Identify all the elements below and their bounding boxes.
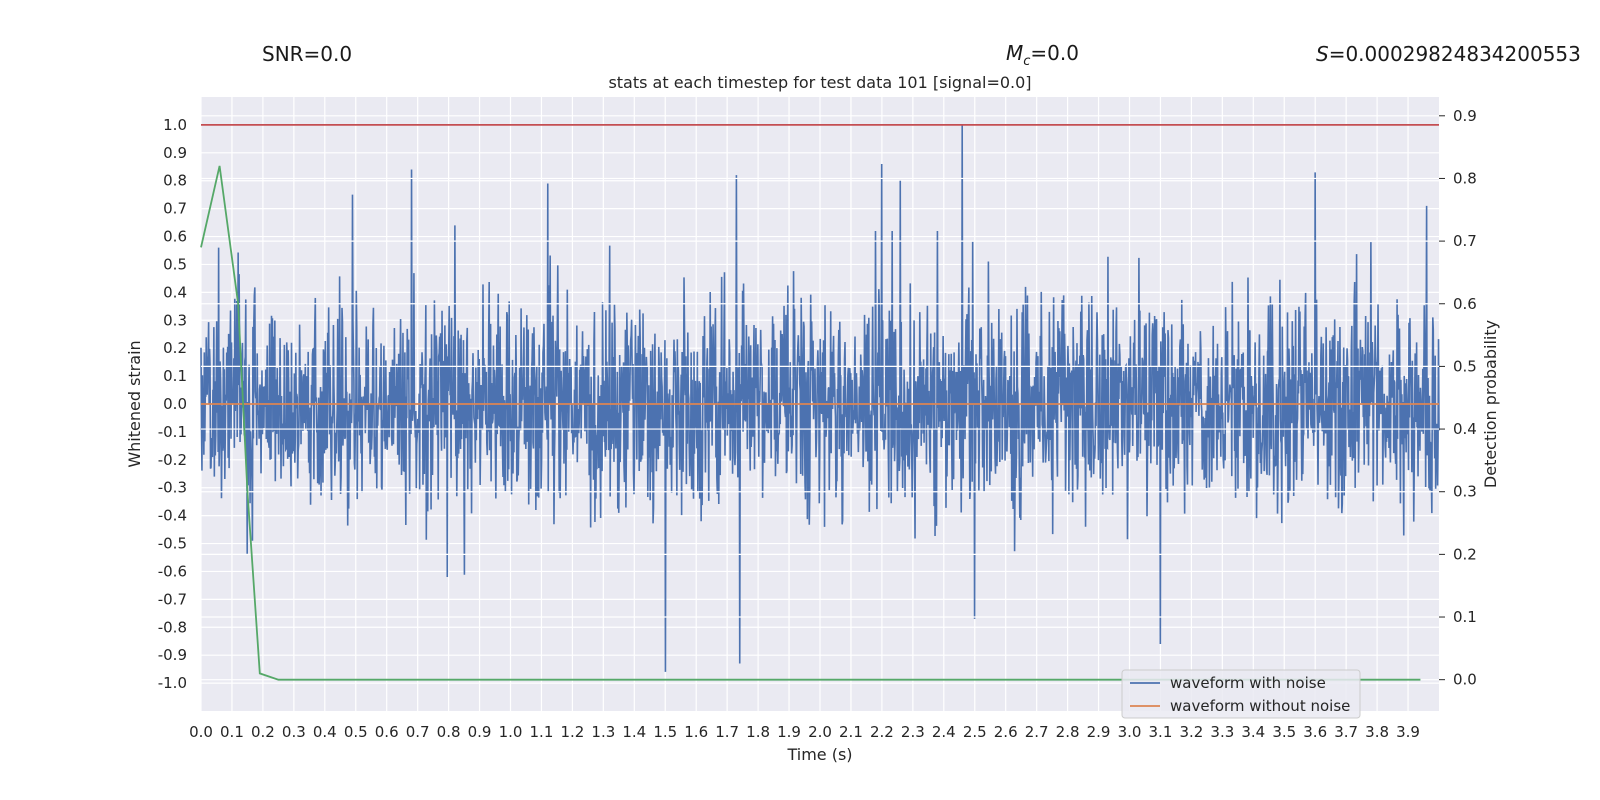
series-waveform-with-noise [200,124,1440,672]
y-axis-ticks: 1.0 0.9 0.8 0.7 0.6 0.5 0.4 0.3 0.2 0.1 0.0 -0.1 -0.… [158,116,187,692]
x-tick-label: 0.0 [189,723,213,741]
x-tick-label: 3.7 [1334,723,1358,741]
y2-tick-label: 0.5 [1453,357,1477,375]
x-tick-label: 0.8 [437,723,461,741]
x-tick-label: 3.0 [1118,723,1142,741]
x-tick-label: 1.4 [622,723,646,741]
y-tick-label: -0.2 [158,451,187,469]
y2-tick-label: 0.3 [1453,483,1477,501]
snr-label: SNR=0.0 [262,42,353,66]
y-tick-label: -0.3 [158,479,187,497]
x-tick-label: 1.0 [499,723,523,741]
x-tick-label: 1.7 [715,723,739,741]
y-tick-label: -0.7 [158,590,187,608]
y-tick-label: -0.9 [158,646,187,664]
x-tick-label: 2.9 [1087,723,1111,741]
chirp-mass-value: =0.0 [1030,41,1079,65]
chart-title: stats at each timestep for test data 101… [608,73,1031,92]
y-tick-label: -0.5 [158,535,187,553]
y-tick-label: 0.6 [163,228,187,246]
x-tick-label: 3.6 [1303,723,1327,741]
x-tick-label: 0.6 [375,723,399,741]
x-tick-label: 3.8 [1365,723,1389,741]
y-tick-label: -0.6 [158,562,187,580]
chirp-mass-symbol: M [1006,41,1024,65]
y-tick-label: 0.5 [163,255,187,273]
x-tick-label: 0.4 [313,723,337,741]
series-overlay [200,124,1439,681]
x-tick-label: 2.3 [901,723,925,741]
x-tick-label: 1.6 [684,723,708,741]
x-tick-label: 2.5 [963,723,987,741]
y-tick-label: 0.3 [163,311,187,329]
x-tick-label: 3.9 [1396,723,1420,741]
x-tick-label: 0.3 [282,723,306,741]
y-tick-label: 0.9 [163,144,187,162]
y-tick-label: -0.8 [158,618,187,636]
y-axis-label: Whitened strain [125,340,144,467]
x-tick-label: 3.3 [1210,723,1234,741]
x-tick-label: 3.4 [1241,723,1265,741]
s-stat-value: =0.00029824834200553 [1328,42,1581,66]
x-tick-label: 0.7 [406,723,430,741]
x-tick-label: 3.2 [1179,723,1203,741]
y-tick-label: 0.2 [163,339,187,357]
x-axis-ticks: 0.0 0.1 0.2 0.3 0.4 0.5 0.6 0.7 0.8 0.9 1.0 1.1 1.2 1… [189,723,1420,741]
y-tick-label: -1.0 [158,674,187,692]
chirp-mass-subscript: c [1023,54,1031,69]
y2-axis-ticks: 0.9 0.8 0.7 0.6 0.5 0.4 0.3 0.2 0.1 0.0 [1439,107,1477,689]
x-tick-label: 1.3 [591,723,615,741]
x-tick-label: 3.1 [1149,723,1173,741]
x-tick-label: 2.1 [839,723,863,741]
x-tick-label: 1.1 [530,723,554,741]
x-tick-label: 0.2 [251,723,275,741]
y2-tick-label: 0.2 [1453,545,1477,563]
y-tick-label: -0.4 [158,507,187,525]
y2-tick-label: 0.7 [1453,232,1477,250]
y2-tick-label: 0.8 [1453,169,1477,187]
y-tick-label: 0.1 [163,367,187,385]
x-tick-label: 0.5 [344,723,368,741]
s-stat-label: S=0.00029824834200553 [1316,42,1581,66]
y-tick-label: 0.7 [163,200,187,218]
x-tick-label: 2.7 [1025,723,1049,741]
x-tick-label: 2.6 [994,723,1018,741]
y2-tick-label: 0.9 [1453,107,1477,125]
x-tick-label: 0.9 [468,723,492,741]
chirp-mass-label: Mc=0.0 [1006,41,1079,69]
x-tick-label: 1.9 [777,723,801,741]
y2-tick-label: 0.1 [1453,608,1477,626]
s-stat-symbol: S [1316,42,1329,66]
x-tick-label: 2.4 [932,723,956,741]
y-tick-label: 0.8 [163,172,187,190]
legend-label: waveform with noise [1170,674,1326,692]
x-tick-label: 1.5 [653,723,677,741]
x-tick-label: 2.0 [808,723,832,741]
y2-tick-label: 0.0 [1453,671,1477,689]
legend: waveform with noise waveform without nois… [1121,669,1361,719]
y2-axis-label: Detection probability [1481,320,1500,488]
legend-label: waveform without noise [1170,697,1350,715]
y2-tick-label: 0.6 [1453,295,1477,313]
y-tick-label: 0.4 [163,283,187,301]
x-tick-label: 0.1 [220,723,244,741]
x-tick-label: 2.2 [870,723,894,741]
x-tick-label: 1.8 [746,723,770,741]
y2-tick-label: 0.4 [1453,420,1477,438]
legend-box [1121,669,1361,719]
series-layer [200,124,1440,672]
y-tick-label: 0.0 [163,395,187,413]
y-tick-label: -0.1 [158,423,187,441]
y-tick-label: 1.0 [163,116,187,134]
x-axis-label: Time (s) [786,745,852,764]
x-tick-label: 1.2 [560,723,584,741]
x-tick-label: 2.8 [1056,723,1080,741]
series-detection-probability [200,165,1421,681]
x-tick-label: 3.5 [1272,723,1296,741]
